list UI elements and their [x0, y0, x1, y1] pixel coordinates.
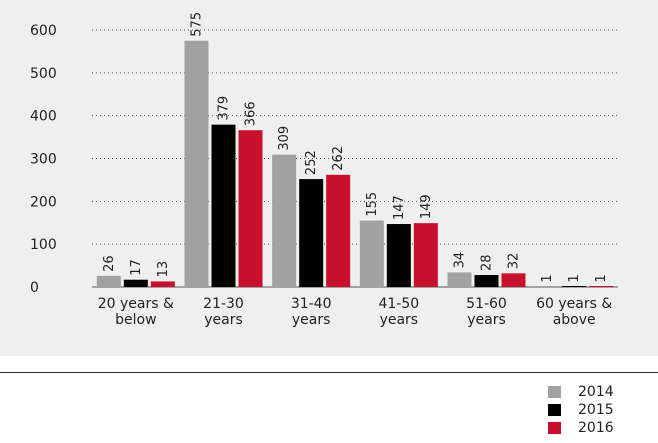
legend-label: 2016	[578, 420, 614, 436]
legend-item: 2015	[548, 401, 614, 419]
x-tick-label: years	[292, 312, 331, 328]
data-label: 26	[102, 255, 117, 272]
bar-2014	[184, 40, 209, 288]
data-label: 34	[453, 252, 468, 269]
x-tick-label: years	[380, 312, 419, 328]
bar-2014	[535, 286, 560, 287]
data-label: 155	[365, 192, 380, 217]
legend-label: 2014	[578, 384, 614, 400]
bar-2015	[299, 179, 324, 287]
legend-swatch	[548, 386, 561, 398]
data-label: 147	[392, 195, 407, 220]
legend-label: 2015	[578, 402, 614, 418]
bar-2016	[413, 223, 438, 287]
bar-2016	[238, 130, 263, 287]
y-tick-label: 0	[30, 280, 39, 296]
data-label: 28	[480, 254, 495, 271]
data-label: 1	[540, 274, 555, 282]
bar-2016	[589, 286, 614, 287]
y-tick-label: 400	[30, 109, 57, 125]
x-tick-label: 31-40	[291, 296, 332, 312]
x-tick-label: 51-60	[466, 296, 507, 312]
x-tick-label: above	[553, 312, 596, 328]
bar-2014	[96, 275, 121, 287]
x-tick-label: 21-30	[203, 296, 244, 312]
separator-line	[0, 372, 658, 373]
legend-item: 2014	[548, 383, 614, 401]
x-tick-label: 20 years &	[98, 296, 174, 312]
y-tick-label: 100	[30, 237, 57, 253]
data-label: 17	[129, 259, 144, 276]
data-label: 32	[507, 253, 522, 270]
data-label: 1	[594, 274, 609, 282]
x-tick-label: years	[467, 312, 506, 328]
bar-2016	[326, 174, 351, 287]
data-label: 1	[567, 274, 582, 282]
bar-2015	[562, 286, 587, 287]
bar-2014	[359, 220, 384, 287]
bar-2014	[447, 272, 472, 287]
x-tick-label: 41-50	[378, 296, 419, 312]
legend-swatch	[548, 404, 561, 416]
bar-2015	[386, 224, 411, 287]
y-tick-label: 500	[30, 66, 57, 82]
y-tick-label: 200	[30, 194, 57, 210]
x-tick-label: 60 years &	[536, 296, 612, 312]
bar-2016	[501, 273, 526, 287]
y-tick-label: 600	[30, 23, 57, 39]
data-label: 379	[217, 96, 232, 121]
x-tick-label: years	[204, 312, 243, 328]
bar-chart: 0 100 200 300 400 500 600 26 17 13 20 years &below…	[30, 12, 618, 328]
legend: 2014 2015 2016	[548, 383, 614, 437]
legend-swatch	[548, 422, 561, 434]
data-label: 309	[277, 126, 292, 151]
data-label: 13	[156, 261, 171, 278]
data-label: 252	[304, 150, 319, 175]
bar-2015	[123, 279, 148, 287]
bar-2014	[272, 154, 297, 287]
data-label: 366	[244, 101, 259, 126]
bar-2015	[474, 275, 499, 287]
bar-2016	[150, 281, 175, 287]
data-label: 262	[331, 146, 346, 171]
y-tick-label: 300	[30, 152, 57, 168]
data-label: 575	[190, 12, 205, 37]
legend-item: 2016	[548, 419, 614, 437]
data-label: 149	[419, 194, 434, 219]
x-tick-label: below	[115, 312, 156, 328]
bar-2015	[211, 124, 236, 287]
